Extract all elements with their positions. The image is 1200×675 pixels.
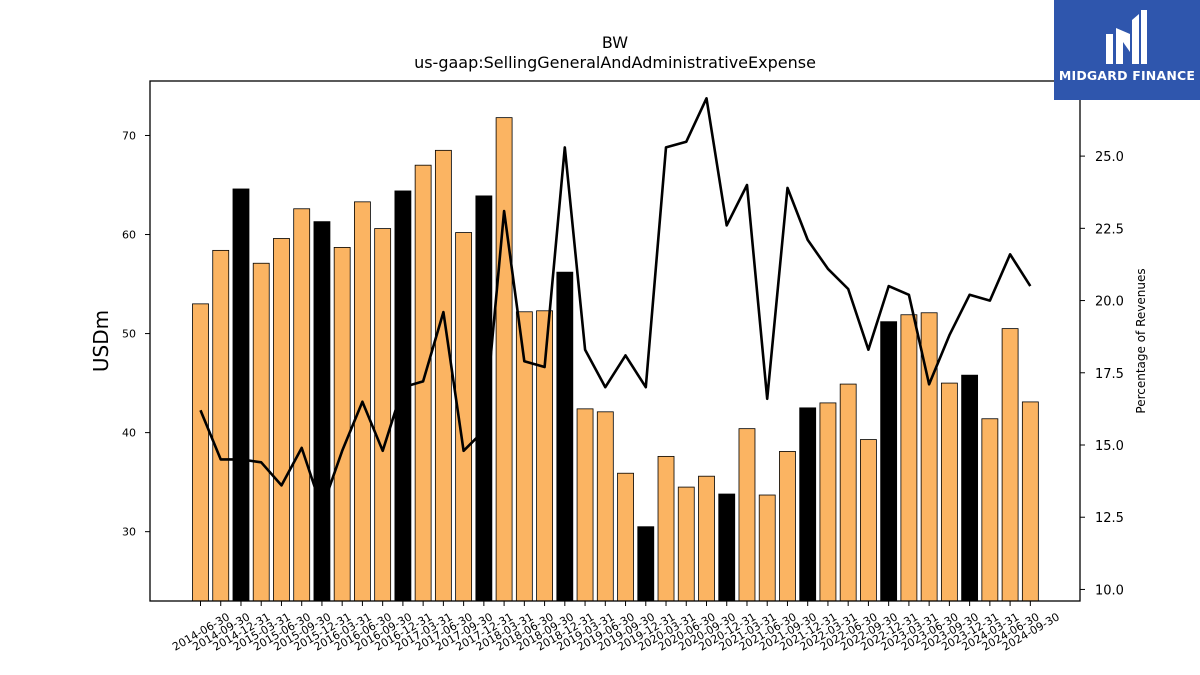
bar-2020-03-31 — [657, 455, 675, 602]
bar-2024-03-31 — [981, 418, 999, 602]
y2-tick-label: 22.5 — [1095, 222, 1124, 237]
bar-2018-03-31 — [495, 117, 513, 602]
bar-2016-03-31 — [333, 246, 351, 602]
bar-2014-09-30 — [212, 249, 230, 602]
y-axis-label: USDm — [89, 310, 113, 372]
bar-2020-06-30 — [677, 486, 695, 602]
bar-2015-03-31 — [252, 262, 270, 602]
bar-2021-03-31 — [738, 428, 756, 602]
bar-2022-06-30 — [839, 383, 857, 602]
bars-group — [192, 117, 1039, 602]
y2-tick-label: 12.5 — [1095, 511, 1124, 526]
bar-2019-06-30 — [596, 411, 614, 602]
bar-2018-12-31 — [556, 271, 574, 602]
y2-tick-label: 15.0 — [1095, 439, 1124, 454]
bar-2019-03-31 — [576, 408, 594, 602]
bar-2019-09-30 — [617, 472, 634, 602]
bar-2021-12-31 — [799, 407, 817, 602]
bar-2024-09-30 — [1021, 401, 1039, 602]
bar-2014-12-31 — [232, 188, 250, 602]
logo-text: MIDGARD FINANCE — [1058, 68, 1196, 83]
left-axis-ticks: 30 40 50 60 70 — [122, 129, 150, 539]
y-tick-label: 40 — [122, 427, 136, 440]
bar-2014-06-30 — [192, 303, 209, 602]
bar-2023-09-30 — [940, 382, 958, 602]
chart-title: BW — [602, 33, 628, 52]
bar-2020-09-30 — [698, 475, 715, 602]
bar-2021-06-30 — [758, 494, 776, 602]
bar-2017-06-30 — [434, 149, 452, 602]
y-tick-label: 30 — [122, 526, 136, 539]
y2-tick-label: 25.0 — [1095, 150, 1124, 165]
y-tick-label: 60 — [122, 229, 136, 242]
bar-2017-12-31 — [475, 195, 493, 602]
chart-subtitle: us-gaap:SellingGeneralAndAdministrativeE… — [414, 53, 816, 72]
y2-tick-label: 10.0 — [1095, 583, 1124, 598]
bar-2023-03-31 — [900, 314, 918, 602]
midgard-finance-logo: MIDGARD FINANCE — [1054, 0, 1200, 100]
y2-tick-label: 17.5 — [1095, 367, 1124, 382]
percentage-line — [199, 97, 1032, 510]
right-axis-ticks: 10.0 12.5 15.0 17.5 20.0 22.5 25.0 — [1080, 150, 1124, 598]
bar-2015-06-30 — [273, 238, 290, 602]
bar-2019-12-31 — [637, 526, 655, 602]
y-tick-label: 70 — [122, 129, 136, 142]
plot-frame — [149, 80, 1081, 602]
bar-2020-12-31 — [718, 493, 736, 602]
bar-2015-09-30 — [293, 208, 311, 602]
bar-2016-09-30 — [374, 228, 392, 602]
y-tick-label: 50 — [122, 328, 136, 341]
bar-2022-09-30 — [860, 439, 877, 602]
bar-2022-03-31 — [819, 402, 837, 602]
bar-2021-09-30 — [779, 451, 796, 602]
midgard-logo-icon — [1106, 10, 1147, 64]
bar-2015-12-31 — [313, 221, 331, 602]
y2-axis-label: Percentage of Revenues — [1134, 268, 1148, 413]
bar-2016-12-31 — [394, 190, 412, 602]
x-axis-ticks: 2014-06-302014-09-302014-12-312015-03-31… — [170, 601, 1062, 654]
bar-2022-12-31 — [880, 321, 898, 602]
bar-2024-06-30 — [1001, 328, 1019, 602]
bar-2023-12-31 — [961, 374, 979, 602]
y2-tick-label: 20.0 — [1095, 295, 1124, 310]
